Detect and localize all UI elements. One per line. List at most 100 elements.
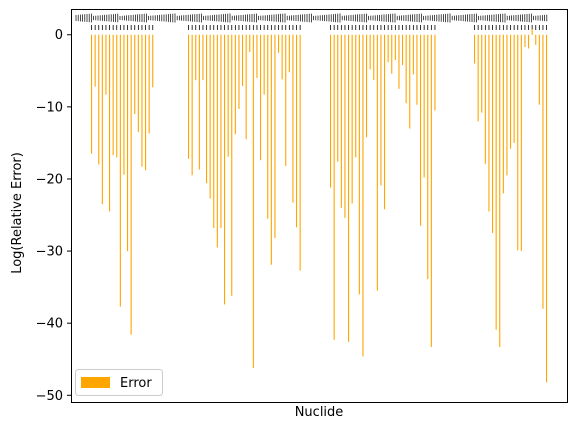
y-tick-label: −10 xyxy=(36,100,63,115)
bar xyxy=(91,35,92,154)
bar xyxy=(282,35,283,80)
bar xyxy=(235,35,236,135)
bar xyxy=(228,35,229,157)
bar xyxy=(366,35,367,137)
bar xyxy=(380,35,381,186)
bar xyxy=(474,35,475,64)
bar xyxy=(152,35,153,88)
bar xyxy=(285,35,286,166)
bar xyxy=(499,35,500,347)
bar xyxy=(249,35,250,52)
bar xyxy=(370,35,371,70)
bar xyxy=(384,35,385,210)
bar xyxy=(145,35,146,171)
bar xyxy=(337,35,338,162)
bar xyxy=(278,35,279,53)
bar xyxy=(113,35,114,155)
bar xyxy=(535,35,536,45)
y-tick-label: 0 xyxy=(55,28,63,43)
bar xyxy=(149,35,150,134)
legend-label: Error xyxy=(120,376,152,391)
bar xyxy=(296,35,297,228)
bar xyxy=(341,35,342,208)
bar xyxy=(542,35,543,309)
bar xyxy=(348,35,349,342)
bar xyxy=(413,35,414,75)
bar xyxy=(260,35,261,160)
bar xyxy=(377,35,378,291)
bar xyxy=(424,35,425,178)
bar xyxy=(485,35,486,164)
bar xyxy=(231,35,232,296)
bar xyxy=(120,35,121,307)
bar xyxy=(420,35,421,226)
bar xyxy=(246,35,247,140)
bar xyxy=(271,35,272,265)
bar xyxy=(517,35,518,251)
bar xyxy=(138,35,139,132)
bar xyxy=(202,35,203,80)
bar xyxy=(532,29,533,35)
bar xyxy=(359,35,360,295)
bar xyxy=(242,35,243,86)
bar xyxy=(267,35,268,219)
x-axis-label: Nuclide xyxy=(295,405,344,420)
bar xyxy=(131,35,132,335)
y-tick-label: −40 xyxy=(36,317,63,332)
bar xyxy=(514,35,515,143)
bar xyxy=(488,35,489,212)
bar xyxy=(528,35,529,49)
bar xyxy=(362,35,363,357)
bar xyxy=(116,35,117,158)
bar xyxy=(199,35,200,170)
bar xyxy=(195,35,196,80)
bar xyxy=(220,35,221,228)
bar xyxy=(344,35,345,218)
bar xyxy=(355,35,356,158)
bar xyxy=(217,35,218,248)
bar xyxy=(238,35,239,109)
bar xyxy=(334,35,335,340)
bar xyxy=(300,35,301,271)
bar xyxy=(481,35,482,113)
bar xyxy=(141,35,142,167)
bar xyxy=(105,35,106,95)
bar xyxy=(427,35,428,279)
bar xyxy=(134,35,135,114)
bar xyxy=(264,35,265,95)
bar xyxy=(188,35,189,159)
bar xyxy=(395,35,396,60)
bar xyxy=(398,35,399,89)
legend: Error xyxy=(76,370,163,396)
bar xyxy=(274,35,275,238)
bar xyxy=(373,35,374,80)
bar xyxy=(213,35,214,228)
y-tick-label: −50 xyxy=(36,389,63,404)
bar xyxy=(402,35,403,65)
bar xyxy=(406,35,407,104)
bar xyxy=(539,35,540,105)
bar xyxy=(506,35,507,176)
y-tick-label: −20 xyxy=(36,172,63,187)
bar xyxy=(391,35,392,74)
bar xyxy=(510,35,511,149)
bar xyxy=(478,35,479,122)
bar xyxy=(123,35,124,175)
bar xyxy=(546,35,547,383)
bar xyxy=(127,35,128,251)
y-tick-label: −30 xyxy=(36,245,63,260)
bar xyxy=(330,35,331,188)
bar xyxy=(521,35,522,251)
bar xyxy=(431,35,432,347)
bar xyxy=(224,35,225,305)
bar xyxy=(434,35,435,111)
bar xyxy=(416,35,417,105)
y-axis-label: Log(Relative Error) xyxy=(10,152,25,274)
bar xyxy=(253,35,254,368)
legend-swatch xyxy=(81,377,110,388)
bar xyxy=(95,35,96,87)
bar xyxy=(352,35,353,204)
bar xyxy=(409,35,410,129)
bar xyxy=(496,35,497,330)
